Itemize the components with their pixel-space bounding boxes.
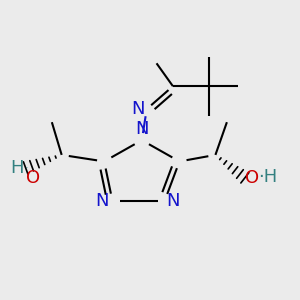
Text: H: H — [11, 159, 24, 177]
Text: O: O — [245, 169, 259, 187]
Text: ·H: ·H — [259, 168, 278, 186]
Text: N: N — [135, 120, 148, 138]
Text: O: O — [26, 169, 40, 187]
Text: N: N — [132, 100, 145, 118]
Text: N: N — [95, 192, 109, 210]
Text: ·: · — [25, 163, 28, 173]
Text: N: N — [167, 192, 180, 210]
